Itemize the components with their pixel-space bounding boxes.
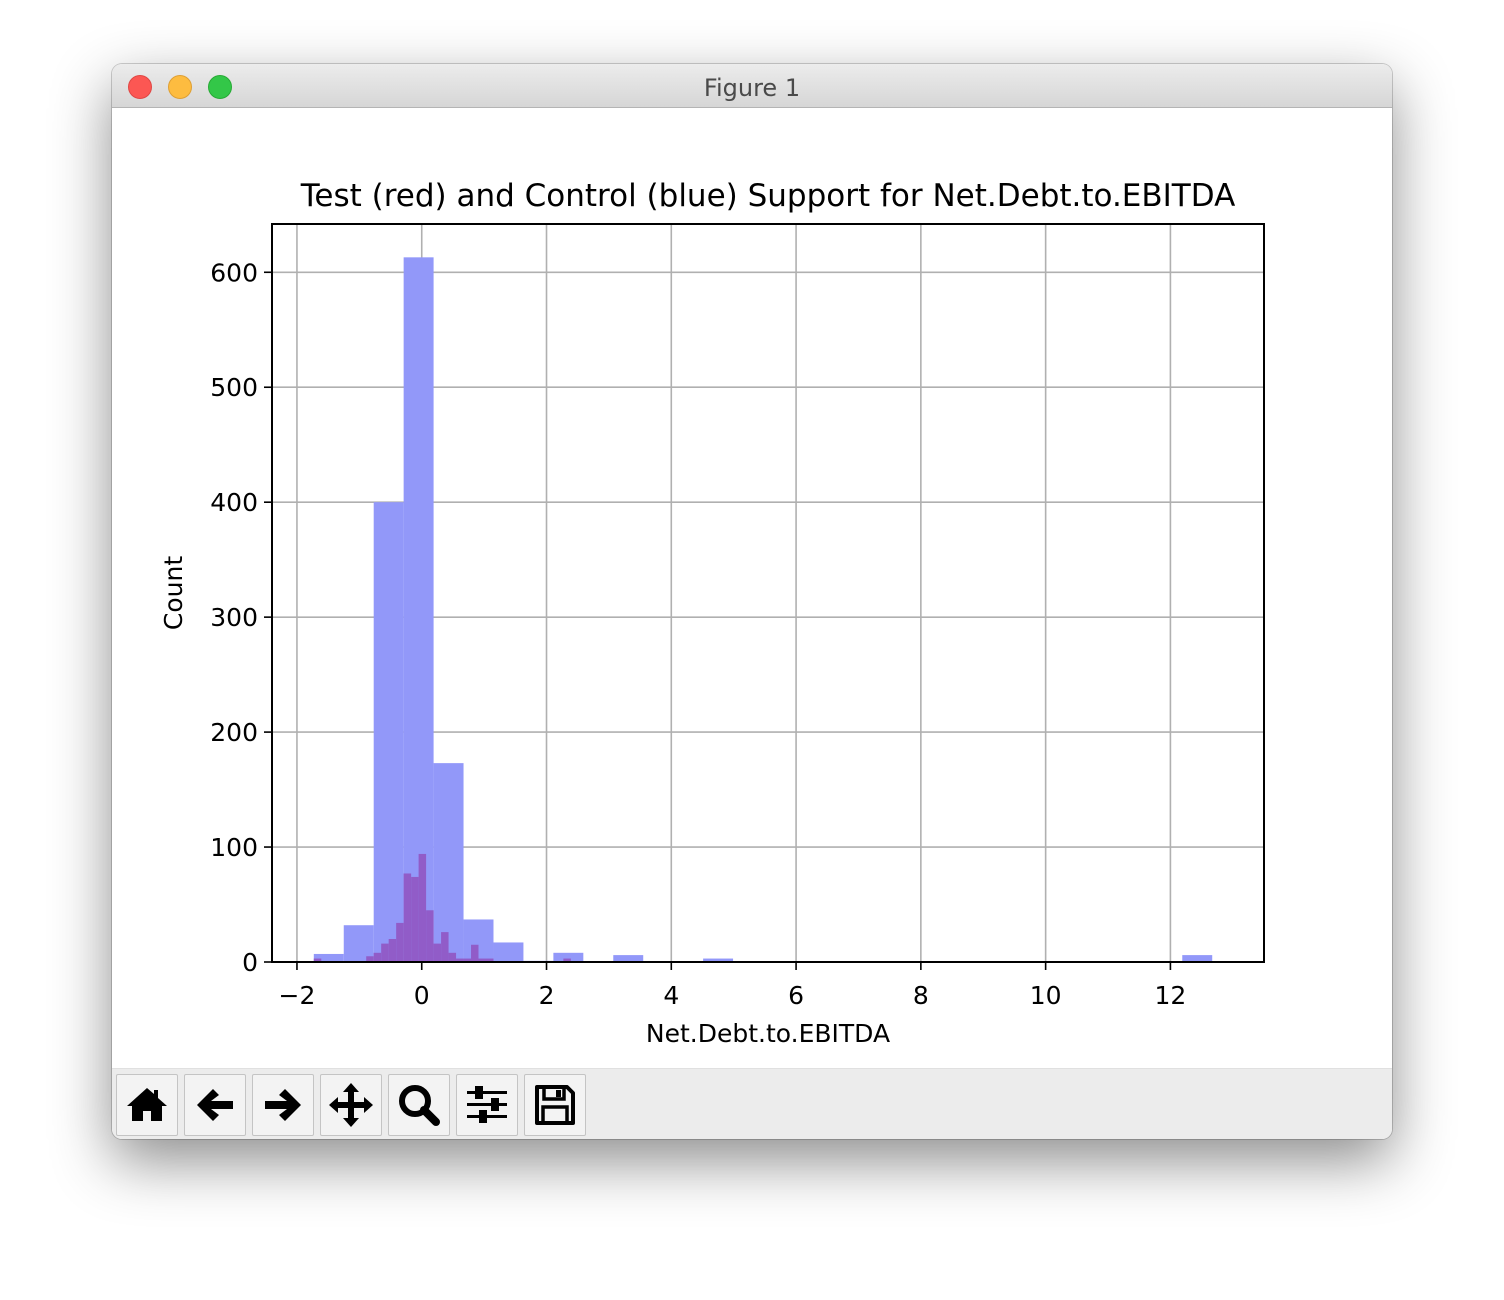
histogram-chart: −2 0 2 4 6 8 10 12 0 100 200 300 400 500 600 Test (red…: [112, 108, 1392, 1068]
window-title: Figure 1: [703, 74, 801, 102]
x-tick-label: 10: [1030, 981, 1062, 1010]
histogram-bar: [313, 953, 344, 962]
back-button[interactable]: [184, 1074, 246, 1136]
y-tick-label: 200: [210, 718, 258, 747]
x-tick-label: 4: [663, 981, 679, 1010]
y-tick-label: 300: [210, 603, 258, 632]
histogram-bar: [463, 958, 472, 962]
bars: [313, 257, 1213, 962]
x-tick-label: 8: [913, 981, 929, 1010]
figure-canvas[interactable]: −2 0 2 4 6 8 10 12 0 100 200 300 400 500 600 Test (red…: [112, 108, 1392, 1068]
histogram-bar: [456, 958, 464, 962]
sliders-icon: [467, 1086, 507, 1123]
arrow-left-icon: [197, 1089, 233, 1121]
histogram-bar: [553, 952, 584, 962]
zoom-button[interactable]: [388, 1074, 450, 1136]
x-axis-label: Net.Debt.to.EBITDA: [646, 1019, 890, 1048]
histogram-bar: [381, 943, 389, 962]
histogram-bar: [563, 958, 571, 962]
x-tick-label: 2: [539, 981, 555, 1010]
x-tick-label: 6: [788, 981, 804, 1010]
navigation-toolbar: [112, 1068, 1392, 1139]
x-tick-label: 12: [1155, 981, 1187, 1010]
x-tick-label: 0: [414, 981, 430, 1010]
chart-title: Test (red) and Control (blue) Support fo…: [300, 178, 1236, 214]
title-bar[interactable]: Figure 1: [112, 64, 1392, 108]
histogram-bar: [396, 922, 404, 962]
histogram-bar: [441, 932, 449, 962]
y-tick-label: 400: [210, 488, 258, 517]
histogram-bar: [418, 853, 427, 962]
x-tick-label: −2: [279, 981, 316, 1010]
forward-button[interactable]: [252, 1074, 314, 1136]
configure-subplots-button[interactable]: [456, 1074, 518, 1136]
histogram-bar: [703, 958, 734, 962]
figure-window: Figure 1 −2 0 2 4 6 8 10 12 0 100 200 300 400 500 600 …: [112, 64, 1392, 1139]
histogram-bar: [471, 944, 479, 962]
histogram-bar: [403, 257, 434, 962]
axes-frame: [271, 223, 1265, 963]
histogram-bar: [343, 925, 374, 962]
histogram-bar: [388, 939, 397, 962]
histogram-bar: [1182, 955, 1213, 962]
histogram-bar: [433, 763, 464, 962]
pan-button[interactable]: [320, 1074, 382, 1136]
move-icon: [329, 1083, 373, 1127]
y-tick-label: 0: [242, 948, 258, 977]
figure-background: [112, 108, 1392, 1068]
histogram-bar: [448, 952, 457, 962]
histogram-bar: [313, 958, 322, 962]
y-tick-label: 600: [210, 258, 258, 287]
histogram-bar: [373, 502, 404, 962]
histogram-bar: [411, 876, 419, 962]
home-icon: [127, 1088, 167, 1121]
y-tick-label: 100: [210, 833, 258, 862]
magnifier-icon: [399, 1085, 440, 1126]
y-tick-label: 500: [210, 373, 258, 402]
minimize-window-button[interactable]: [168, 75, 192, 99]
histogram-bar: [485, 958, 494, 962]
home-button[interactable]: [116, 1074, 178, 1136]
histogram-bar: [433, 943, 442, 962]
ticks: −2 0 2 4 6 8 10 12 0 100 200 300 400 500 600: [210, 258, 1186, 1010]
histogram-bar: [403, 873, 412, 962]
histogram-bar: [426, 910, 434, 962]
save-button[interactable]: [524, 1074, 586, 1136]
histogram-bar: [366, 956, 374, 962]
histogram-bar: [373, 952, 382, 962]
arrow-right-icon: [265, 1089, 301, 1121]
histogram-bar: [493, 942, 524, 962]
close-window-button[interactable]: [128, 75, 152, 99]
histogram-bar: [613, 955, 644, 962]
y-axis-label: Count: [159, 556, 188, 630]
zoom-window-button[interactable]: [208, 75, 232, 99]
histogram-bar: [478, 958, 486, 962]
floppy-disk-icon: [535, 1085, 575, 1125]
